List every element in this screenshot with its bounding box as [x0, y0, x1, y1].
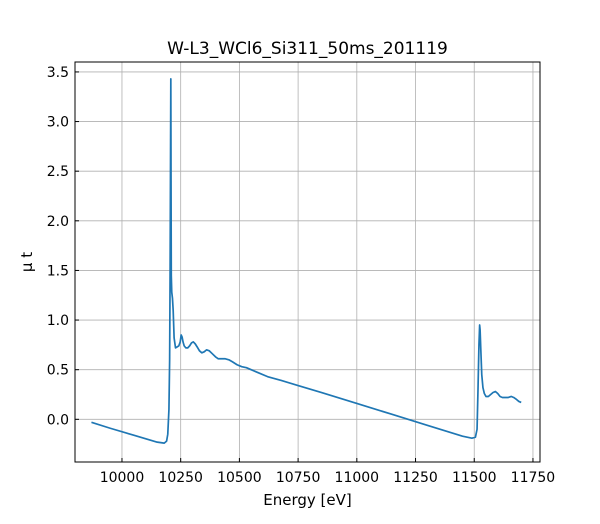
y-tick-label: 2.5 [47, 164, 69, 180]
y-axis-label: μ t [18, 252, 36, 272]
x-tick-label: 10250 [158, 470, 203, 486]
y-tick-label: 3.0 [47, 115, 69, 131]
y-tick-label: 2.0 [47, 214, 69, 230]
x-tick-label: 10750 [276, 470, 321, 486]
plot-frame [74, 61, 541, 463]
x-tick-label: 11750 [511, 470, 556, 486]
ticks: 10000 10250 10500 10750 11000 11250 11500 11750… [47, 65, 555, 486]
y-tick-label: 1.5 [47, 263, 69, 279]
x-tick-label: 11500 [452, 470, 497, 486]
y-tick-label: 0.5 [47, 363, 69, 379]
chart-title: W-L3_WCl6_Si311_50ms_201119 [167, 39, 448, 59]
x-axis-label: Energy [eV] [263, 491, 351, 509]
series-layer [91, 78, 522, 444]
x-tick-label: 10500 [217, 470, 262, 486]
x-tick-label: 10000 [100, 470, 145, 486]
grid [75, 62, 540, 462]
x-tick-label: 11000 [335, 470, 380, 486]
series-line [91, 78, 522, 444]
y-tick-label: 1.0 [47, 313, 69, 329]
x-tick-label: 11250 [393, 470, 438, 486]
y-tick-label: 3.5 [47, 65, 69, 81]
y-tick-label: 0.0 [47, 412, 69, 428]
